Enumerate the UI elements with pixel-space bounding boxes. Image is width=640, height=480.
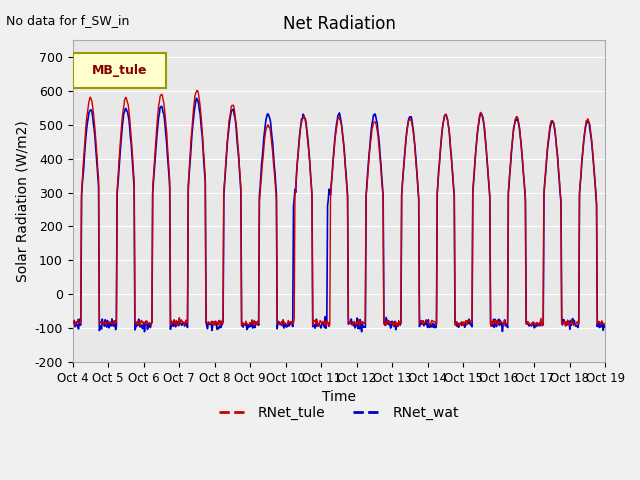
Text: No data for f_SW_in: No data for f_SW_in [6, 14, 130, 27]
Title: Net Radiation: Net Radiation [283, 15, 396, 33]
X-axis label: Time: Time [322, 390, 356, 404]
Text: MB_tule: MB_tule [92, 64, 147, 77]
Y-axis label: Solar Radiation (W/m2): Solar Radiation (W/m2) [15, 120, 29, 282]
FancyBboxPatch shape [73, 53, 166, 88]
Legend: RNet_tule, RNet_wat: RNet_tule, RNet_wat [214, 400, 465, 426]
